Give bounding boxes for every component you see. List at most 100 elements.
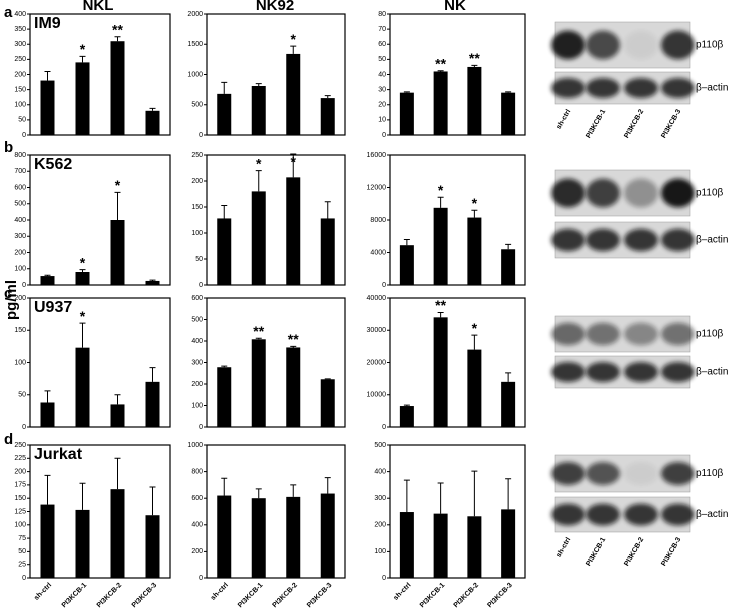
y-tick-label: 200 <box>191 178 203 185</box>
y-tick-label: 400 <box>14 217 26 224</box>
y-tick-label: 100 <box>191 402 203 409</box>
blot-band <box>586 228 620 252</box>
y-tick-label: 40000 <box>367 295 387 302</box>
y-tick-label: 1000 <box>187 442 203 449</box>
error-bar <box>44 70 51 81</box>
lane-label: PI3KCB-2 <box>623 536 645 567</box>
bar <box>40 276 55 285</box>
blot-band <box>586 178 620 208</box>
significance: * <box>80 254 86 270</box>
band-label: p110β <box>696 468 724 479</box>
y-tick-label: 30 <box>378 86 386 93</box>
column-header: NKL <box>83 0 114 14</box>
blot-band <box>624 362 658 382</box>
y-tick-label: 175 <box>14 482 26 489</box>
band-label: β–actin <box>696 509 728 520</box>
bar <box>75 347 90 427</box>
y-tick-label: 50 <box>18 117 26 124</box>
error-bar <box>505 91 512 93</box>
y-tick-label: 300 <box>374 495 386 502</box>
significance: * <box>115 177 121 193</box>
y-tick-label: 70 <box>378 26 386 33</box>
error-bar <box>114 394 121 405</box>
y-tick-label: 125 <box>14 508 26 515</box>
y-tick-label: 400 <box>14 11 26 18</box>
row-letter: c <box>4 285 12 302</box>
error-bar <box>324 477 331 494</box>
lane-label: PI3KCB-3 <box>660 536 682 567</box>
blot-band <box>661 228 695 252</box>
y-tick-label: 25 <box>18 562 26 569</box>
x-tick-label: sh-ctrl <box>33 582 53 602</box>
error-bar <box>114 191 121 220</box>
error-bar <box>221 365 228 368</box>
error-bar <box>255 337 262 340</box>
plot-frame <box>389 444 526 579</box>
bar <box>399 92 414 135</box>
y-tick-label: 300 <box>14 41 26 48</box>
y-tick-label: 150 <box>14 495 26 502</box>
bar <box>40 80 55 135</box>
y-tick-label: 400 <box>374 468 386 475</box>
bar <box>217 93 232 135</box>
bar <box>501 509 516 578</box>
blot-band <box>661 30 695 60</box>
blot-band <box>586 503 620 526</box>
y-tick-label: 400 <box>191 522 203 529</box>
cell-line-label: U937 <box>34 299 72 316</box>
y-tick-label: 200 <box>374 522 386 529</box>
y-tick-label: 500 <box>191 102 203 109</box>
blot-band <box>624 503 658 526</box>
bar <box>320 98 335 135</box>
significance: ** <box>435 297 446 313</box>
error-bar <box>505 478 512 510</box>
error-bar <box>437 482 444 514</box>
blot-band <box>586 461 620 486</box>
bar <box>467 349 482 427</box>
y-tick-label: 200 <box>14 468 26 475</box>
blot-band <box>551 178 585 208</box>
error-bar <box>471 470 478 517</box>
bar <box>286 177 301 285</box>
bar <box>286 496 301 578</box>
x-tick-label: PI3KCB-1 <box>237 582 265 610</box>
band-label: p110β <box>696 188 724 199</box>
blot-band <box>661 78 695 98</box>
error-bar <box>471 334 478 350</box>
blot-band <box>551 78 585 98</box>
blot-band <box>586 30 620 60</box>
error-bar <box>290 153 297 178</box>
error-bar <box>255 83 262 86</box>
y-tick-label: 0 <box>382 575 386 582</box>
y-tick-label: 150 <box>14 86 26 93</box>
blot-band <box>586 78 620 98</box>
error-bar <box>79 269 86 272</box>
error-bar <box>149 367 156 382</box>
error-bar <box>221 81 228 94</box>
bar <box>110 41 125 135</box>
lane-label: sh-ctrl <box>556 108 573 130</box>
error-bar <box>324 201 331 219</box>
y-tick-label: 75 <box>18 535 26 542</box>
error-bar <box>79 322 86 348</box>
bar <box>399 406 414 427</box>
x-tick-label: PI3KCB-2 <box>96 582 124 610</box>
lane-label: PI3KCB-1 <box>585 108 607 139</box>
bar <box>467 217 482 285</box>
bar <box>217 218 232 285</box>
error-bar <box>505 243 512 250</box>
y-tick-label: 300 <box>14 233 26 240</box>
lane-label: PI3KCB-2 <box>623 108 645 139</box>
y-tick-label: 10000 <box>367 392 387 399</box>
error-bar <box>324 95 331 99</box>
y-tick-label: 600 <box>191 495 203 502</box>
error-bar <box>403 404 410 407</box>
error-bar <box>221 477 228 496</box>
y-tick-label: 700 <box>14 168 26 175</box>
x-tick-label: PI3KCB-3 <box>486 582 514 610</box>
bar <box>501 249 516 285</box>
y-tick-label: 800 <box>191 468 203 475</box>
bar <box>433 71 448 135</box>
error-bar <box>403 239 410 246</box>
blot-band <box>551 461 585 486</box>
